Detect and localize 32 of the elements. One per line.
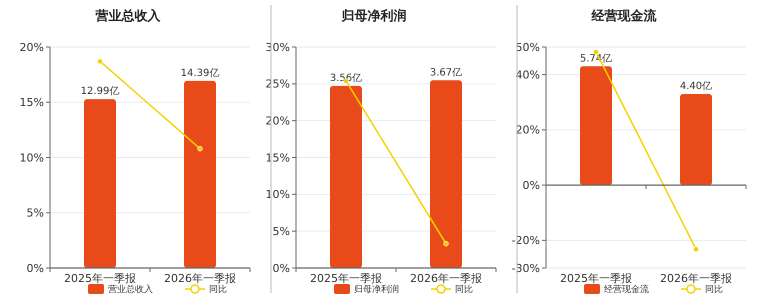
y-tick-label: 5% bbox=[26, 206, 44, 220]
y-tick-label: 10% bbox=[266, 188, 290, 202]
y-tick-label: 15% bbox=[20, 96, 44, 110]
chart-title: 经营现金流 bbox=[590, 8, 658, 24]
data-label: 3.67亿 bbox=[430, 67, 462, 78]
x-tick-label: 2026年一季报 bbox=[164, 272, 236, 285]
y-tick-label: 0% bbox=[272, 262, 290, 275]
chart-title: 归母净利润 bbox=[340, 8, 406, 24]
y-tick-label: -20% bbox=[512, 234, 540, 248]
y-tick-label: -30% bbox=[512, 262, 540, 275]
y-tick-label: 0% bbox=[26, 262, 44, 275]
legend-label: 归母净利润 bbox=[354, 284, 399, 296]
y-tick-label: 15% bbox=[266, 151, 290, 164]
legend-label: 同比 bbox=[455, 284, 473, 296]
legend-label: 同比 bbox=[705, 284, 723, 296]
data-label: 12.99亿 bbox=[80, 86, 120, 98]
legend-label: 营业总收入 bbox=[108, 284, 153, 296]
data-label: 14.39亿 bbox=[180, 68, 220, 79]
y-tick-label: 10% bbox=[20, 151, 44, 164]
y-tick-label: 5% bbox=[272, 225, 290, 238]
x-tick-label: 2026年一季报 bbox=[660, 272, 732, 285]
x-tick-label: 2025年一季报 bbox=[64, 272, 136, 285]
x-tick-label: 2025年一季报 bbox=[560, 272, 632, 285]
data-label: 4.40亿 bbox=[680, 81, 712, 92]
legend-label: 同比 bbox=[209, 284, 227, 296]
x-tick-label: 2026年一季报 bbox=[410, 272, 482, 285]
y-tick-label: 20% bbox=[20, 40, 44, 54]
legend-label: 经营现金流 bbox=[604, 284, 649, 296]
x-tick-label: 2025年一季报 bbox=[310, 272, 382, 285]
y-tick-label: 40% bbox=[516, 68, 540, 82]
chart-title: 营业总收入 bbox=[94, 8, 162, 24]
y-tick-label: 0% bbox=[522, 178, 540, 192]
